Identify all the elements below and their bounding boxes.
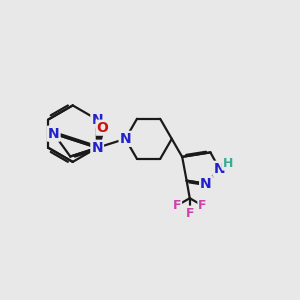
Text: N: N [200,177,212,190]
Text: N: N [92,112,103,127]
Text: F: F [172,199,181,212]
Text: N: N [120,132,131,146]
Text: N: N [92,141,103,155]
Text: F: F [198,199,207,212]
Text: O: O [97,121,109,135]
Text: F: F [185,207,194,220]
Text: N: N [48,127,59,141]
Text: H: H [223,157,233,170]
Text: N: N [214,162,225,176]
